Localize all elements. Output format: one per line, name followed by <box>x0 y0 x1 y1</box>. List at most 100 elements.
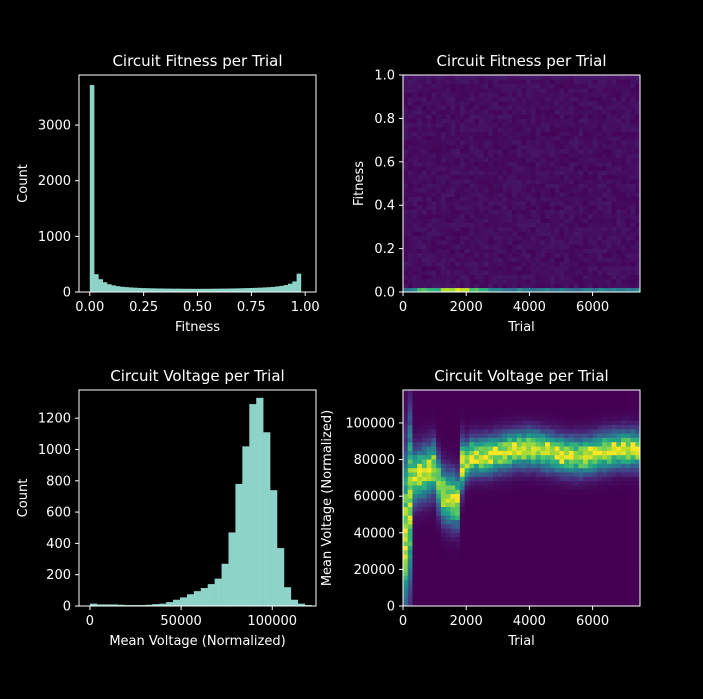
heatmap-cell <box>403 571 409 577</box>
heatmap-cell <box>635 265 641 271</box>
heatmap-cell <box>530 554 537 559</box>
heatmap-cell <box>635 109 641 115</box>
heatmap-cell <box>455 575 461 581</box>
heatmap-cell <box>512 575 518 581</box>
heatmap-cell <box>464 218 470 223</box>
heatmap-cell <box>621 101 627 106</box>
heatmap-cell <box>564 562 570 568</box>
heatmap-cell <box>426 226 432 232</box>
heatmap-cell <box>554 463 560 469</box>
heatmap-cell <box>464 105 470 111</box>
heatmap-cell <box>431 79 437 85</box>
heatmap-cell <box>516 407 522 412</box>
heatmap-cell <box>535 407 541 412</box>
heatmap-cell <box>545 415 551 421</box>
heatmap-cell <box>583 498 589 503</box>
heatmap-cell <box>516 485 522 490</box>
heatmap-cell <box>436 257 442 263</box>
heatmap-cell <box>625 244 631 249</box>
heatmap-cell <box>516 532 522 538</box>
heatmap-cell <box>440 441 447 447</box>
heatmap-cell <box>450 88 456 93</box>
heatmap-cell <box>426 144 432 150</box>
heatmap-cell <box>507 480 513 486</box>
heatmap-cell <box>469 222 475 228</box>
heatmap-cell <box>621 519 627 525</box>
heatmap-cell <box>417 506 423 512</box>
heatmap-cell <box>497 454 503 460</box>
heatmap-cell <box>559 231 565 236</box>
heatmap-cell <box>573 411 579 417</box>
heatmap-cell <box>602 226 608 232</box>
heatmap-cell <box>464 278 470 284</box>
heatmap-cell <box>474 493 480 499</box>
heatmap-cell <box>630 187 636 193</box>
heatmap-cell <box>445 446 451 451</box>
heatmap-cell <box>521 122 527 128</box>
heatmap-cell <box>540 83 546 89</box>
heatmap-cell <box>478 135 484 141</box>
heatmap-cell <box>497 485 503 490</box>
heatmap-cell <box>573 584 579 590</box>
heatmap-cell <box>483 463 489 469</box>
heatmap-cell <box>426 571 432 577</box>
heatmap-cell <box>412 446 418 451</box>
heatmap-cell <box>635 144 641 150</box>
heatmap-cell <box>403 424 409 430</box>
heatmap-cell <box>621 454 627 460</box>
heatmap-cell <box>564 252 570 258</box>
heatmap-cell <box>535 183 541 189</box>
heatmap-cell <box>535 209 541 215</box>
heatmap-cell <box>407 463 413 469</box>
heatmap-cell <box>464 131 470 137</box>
heatmap-cell <box>502 593 508 598</box>
heatmap-cell <box>635 231 641 236</box>
heatmap-cell <box>516 567 522 572</box>
heatmap-cell <box>606 463 612 469</box>
heatmap-cell <box>526 183 532 189</box>
heatmap-cell <box>564 411 570 417</box>
heatmap-cell <box>436 467 442 473</box>
heatmap-cell <box>621 463 627 469</box>
heatmap-cell <box>512 519 518 525</box>
heatmap-cell <box>526 209 532 215</box>
heatmap-cell <box>469 170 475 176</box>
heatmap-cell <box>625 79 631 85</box>
heatmap-cell <box>545 205 551 210</box>
heatmap-cell <box>450 390 456 395</box>
heatmap-cell <box>530 261 537 267</box>
heatmap-cell <box>478 287 484 293</box>
heatmap-cell <box>469 105 475 111</box>
heatmap-cell <box>578 105 584 111</box>
heatmap-cell <box>403 532 409 538</box>
heatmap-cell <box>573 287 579 293</box>
heatmap-cell <box>483 532 489 538</box>
heatmap-cell <box>469 567 475 572</box>
heatmap-cell <box>407 571 413 577</box>
heatmap-cell <box>493 118 499 124</box>
heatmap-cell <box>469 593 475 598</box>
heatmap-cell <box>545 593 551 598</box>
heatmap-cell <box>587 415 593 421</box>
heatmap-cell <box>436 536 442 542</box>
heatmap-cell <box>530 424 537 430</box>
heatmap-cell <box>597 415 603 421</box>
heatmap-cell <box>483 597 489 603</box>
heatmap-cell <box>459 183 466 189</box>
heatmap-cell <box>417 114 423 119</box>
heatmap-cell <box>545 231 551 236</box>
heatmap-cell <box>597 231 603 236</box>
heatmap-cell <box>587 270 593 276</box>
heatmap-cell <box>459 231 466 236</box>
heatmap-cell <box>630 157 636 163</box>
heatmap-cell <box>426 541 432 546</box>
heatmap-cell <box>488 415 494 421</box>
heatmap-cell <box>469 235 475 241</box>
heatmap-cell <box>459 274 466 280</box>
heatmap-cell <box>564 498 570 503</box>
heatmap-cell <box>502 467 508 473</box>
heatmap-cell <box>502 170 508 176</box>
heatmap-cell <box>545 278 551 284</box>
heatmap-cell <box>431 407 437 412</box>
heatmap-cell <box>592 205 598 210</box>
